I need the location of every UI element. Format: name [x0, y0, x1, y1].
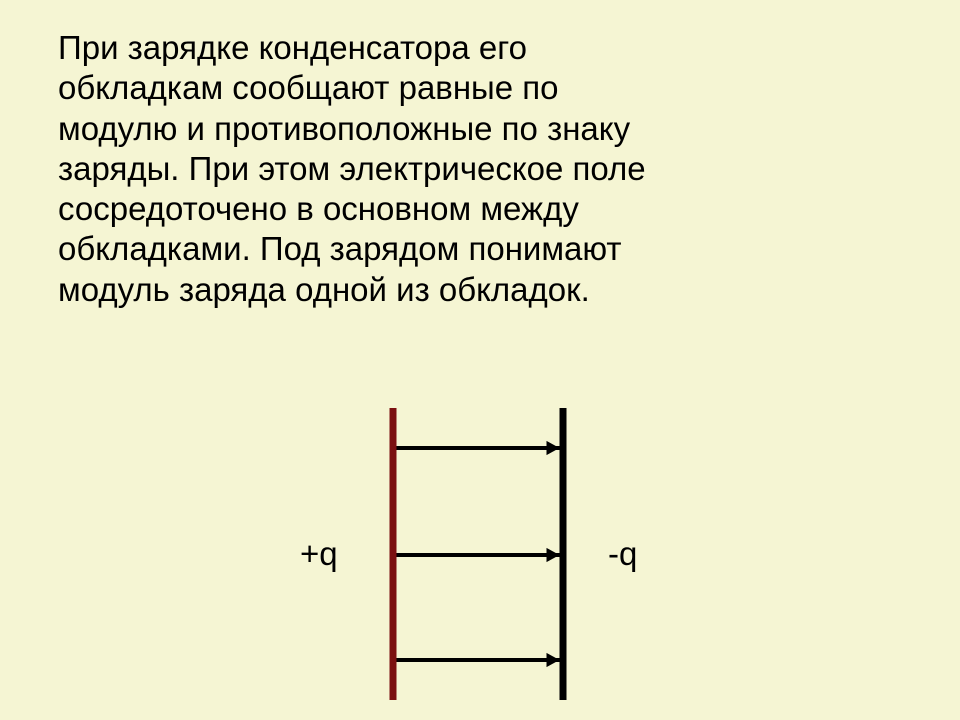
charge-label-negative: -q [608, 535, 637, 573]
charge-label-positive: +q [300, 535, 338, 573]
capacitor-diagram [0, 0, 960, 720]
slide: При зарядке конденсатора его обкладкам с… [0, 0, 960, 720]
